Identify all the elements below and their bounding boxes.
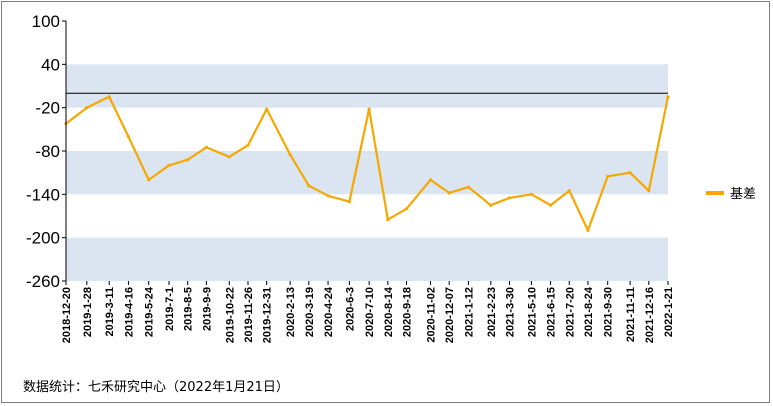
y-tick-label-4: -140: [26, 185, 60, 204]
x-tick-label-6: 2019-8-5: [183, 287, 195, 331]
legend-label-basis: 基差: [730, 187, 756, 202]
data-point-5: [167, 163, 171, 167]
x-tick-label-23: 2021-5-10: [526, 287, 538, 337]
x-tick-label-1: 2019-1-28: [82, 287, 94, 337]
data-point-11: [288, 153, 292, 157]
data-point-6: [186, 158, 190, 162]
x-tick-label-3: 2019-4-16: [123, 287, 135, 337]
data-point-20: [466, 185, 470, 189]
x-tick-label-11: 2020-2-13: [285, 287, 297, 337]
data-point-9: [246, 143, 250, 147]
x-axis-ticks: 2018-12-20 2019-1-28 2019-3-11 2019-4-16 201…: [61, 281, 675, 343]
data-point-23: [529, 192, 534, 196]
x-tick-label-5: 2019-7-1: [164, 287, 176, 331]
data-point-19: [447, 191, 451, 195]
x-tick-label-7: 2019-9-9: [201, 287, 213, 331]
band-3: [66, 151, 668, 195]
x-tick-label-30: 2022-1-21: [663, 287, 675, 337]
data-point-4: [147, 178, 151, 182]
data-point-17: [404, 207, 409, 211]
x-tick-label-10: 2019-12-31: [262, 287, 274, 343]
data-point-30: [666, 95, 670, 99]
y-tick-label-1: 40: [41, 55, 60, 74]
y-axis-ticks: 100 40 -20 -80 -140 -200 -260: [26, 12, 66, 291]
x-tick-label-21: 2021-2-23: [486, 287, 498, 337]
band-5: [66, 237, 668, 281]
data-point-10: [265, 107, 269, 111]
x-tick-label-4: 2019-5-24: [144, 286, 156, 337]
data-point-28: [628, 171, 632, 175]
band-1: [66, 64, 668, 108]
x-tick-label-18: 2020-11-02: [426, 287, 438, 343]
legend: 基差: [706, 187, 756, 202]
data-point-24: [549, 203, 553, 207]
series-group: [64, 95, 670, 232]
y-tick-label-6: -260: [26, 272, 60, 291]
x-tick-label-14: 2020-6-3: [344, 287, 356, 331]
x-tick-label-12: 2020-3-19: [304, 287, 316, 337]
data-point-16: [386, 218, 390, 222]
data-point-26: [586, 228, 590, 232]
data-point-2: [107, 95, 111, 99]
x-tick-label-15: 2020-7-10: [364, 287, 376, 337]
data-point-22: [507, 196, 512, 200]
data-point-8: [227, 155, 231, 159]
data-point-7: [204, 145, 208, 149]
data-point-3: [126, 135, 130, 139]
x-tick-label-2: 2019-3-11: [104, 287, 116, 337]
x-tick-label-0: 2018-12-20: [61, 287, 73, 343]
data-point-27: [606, 174, 610, 178]
y-tick-label-5: -200: [26, 229, 60, 248]
x-tick-label-29: 2021-12-16: [644, 287, 656, 343]
y-tick-label-2: -20: [35, 99, 60, 118]
data-point-15: [367, 107, 371, 111]
x-tick-label-8: 2019-10-22: [224, 287, 236, 343]
data-point-12: [307, 184, 311, 188]
x-tick-label-19: 2020-12-07: [444, 287, 456, 343]
y-tick-label-3: -80: [35, 142, 60, 161]
x-tick-label-22: 2021-3-30: [505, 287, 517, 337]
source-note: 数据统计：七禾研究中心（2022年1月21日）: [23, 380, 289, 395]
x-tick-label-16: 2020-8-14: [383, 286, 395, 337]
data-point-21: [489, 203, 493, 207]
data-point-13: [326, 194, 330, 198]
x-tick-label-9: 2019-11-26: [243, 287, 255, 343]
x-tick-label-26: 2021-8-24: [583, 286, 595, 337]
x-tick-label-27: 2021-9-30: [603, 287, 615, 337]
x-tick-label-25: 2021-7-20: [564, 287, 576, 337]
data-point-25: [567, 189, 571, 193]
data-point-1: [85, 106, 89, 110]
x-tick-label-13: 2020-4-24: [323, 286, 335, 337]
x-tick-label-28: 2021-11-11: [625, 287, 637, 342]
x-tick-label-20: 2021-1-12: [463, 287, 475, 337]
data-point-18: [428, 178, 433, 182]
data-point-29: [647, 189, 651, 193]
x-tick-label-17: 2020-9-18: [402, 287, 414, 337]
y-tick-label-0: 100: [32, 12, 60, 31]
x-tick-label-24: 2021-6-15: [546, 287, 558, 337]
background-bands: [66, 64, 668, 281]
data-point-14: [347, 200, 351, 204]
